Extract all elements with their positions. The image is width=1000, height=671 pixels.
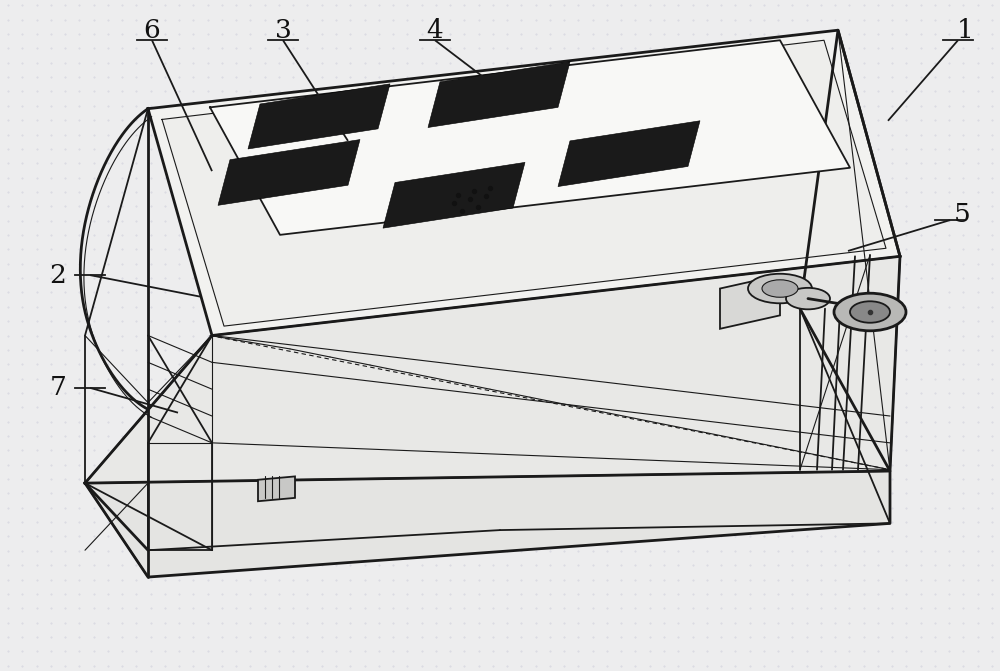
Polygon shape — [85, 471, 890, 577]
Text: 4: 4 — [427, 17, 443, 43]
Polygon shape — [428, 62, 570, 127]
Ellipse shape — [748, 274, 812, 303]
Ellipse shape — [762, 280, 798, 297]
Polygon shape — [558, 121, 700, 187]
Ellipse shape — [786, 288, 830, 309]
Polygon shape — [720, 275, 780, 329]
Polygon shape — [148, 30, 900, 336]
Polygon shape — [800, 30, 900, 471]
Polygon shape — [210, 40, 850, 235]
Polygon shape — [258, 476, 295, 501]
Ellipse shape — [834, 293, 906, 331]
Text: 7: 7 — [50, 375, 66, 401]
Text: 3: 3 — [275, 17, 291, 43]
Text: 2: 2 — [50, 262, 66, 288]
Text: 1: 1 — [957, 17, 973, 43]
Polygon shape — [248, 84, 390, 149]
Polygon shape — [218, 140, 360, 205]
Polygon shape — [162, 40, 886, 326]
Text: 6: 6 — [144, 17, 160, 43]
Polygon shape — [383, 162, 525, 228]
Polygon shape — [85, 256, 900, 483]
Text: 5: 5 — [954, 202, 970, 227]
Ellipse shape — [850, 301, 890, 323]
